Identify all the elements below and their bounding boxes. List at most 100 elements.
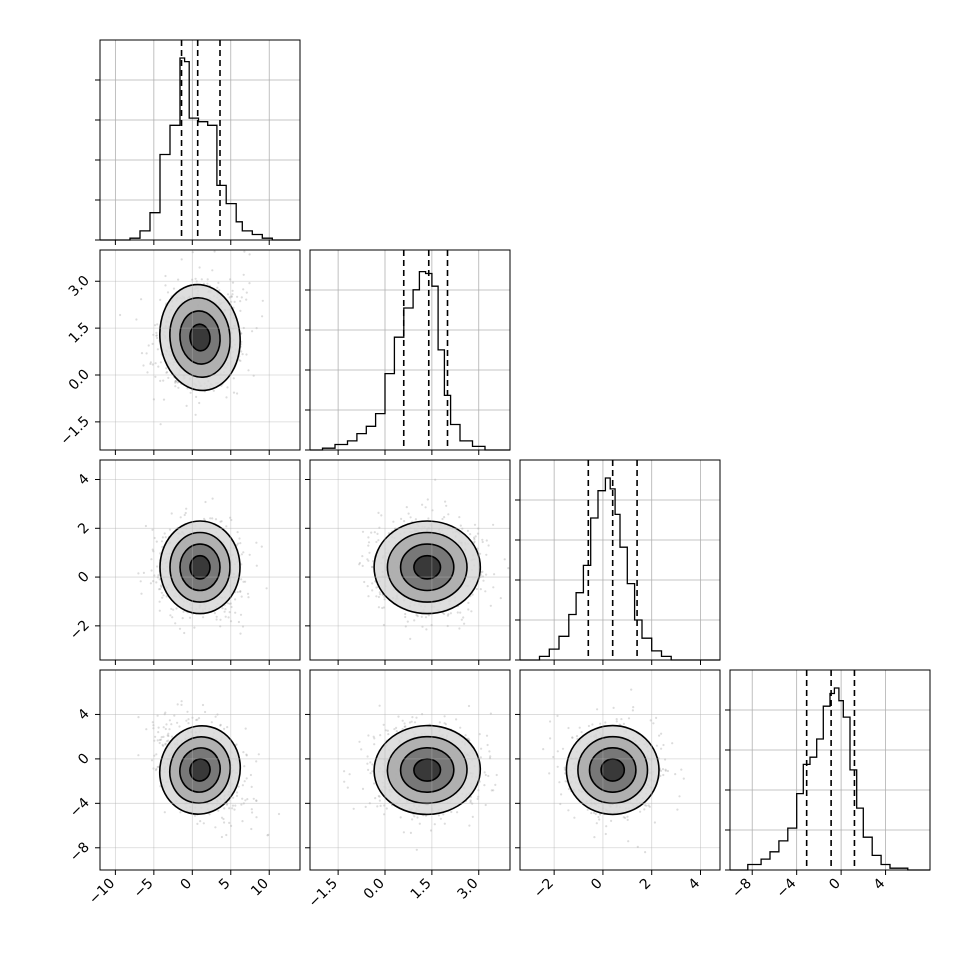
sample-point: [222, 817, 225, 821]
sample-point: [235, 794, 239, 798]
sample-point: [221, 607, 224, 610]
density-band: [413, 555, 441, 579]
sample-point: [240, 350, 243, 353]
sample-point: [371, 770, 374, 773]
sample-point: [242, 580, 245, 583]
sample-point: [204, 500, 207, 504]
sample-point: [424, 616, 428, 619]
hist-panel-4: [725, 669, 931, 875]
sample-point: [244, 580, 247, 583]
sample-point: [206, 278, 209, 281]
sample-point: [231, 804, 235, 807]
sample-point: [183, 631, 186, 635]
sample-point: [235, 743, 238, 746]
sample-point: [164, 284, 167, 287]
sample-point: [157, 365, 160, 368]
sample-point: [443, 516, 446, 519]
sample-point: [488, 750, 491, 753]
sample-point: [186, 710, 189, 713]
sample-point: [393, 728, 396, 731]
panel-frame: [309, 249, 511, 451]
sample-point: [176, 703, 179, 706]
sample-point: [238, 359, 241, 362]
sample-point: [140, 298, 143, 301]
sample-point: [203, 517, 206, 521]
sample-point: [459, 524, 462, 527]
sample-point: [370, 565, 374, 568]
sample-point: [243, 780, 246, 783]
sample-point: [680, 768, 683, 771]
sample-point: [444, 500, 447, 503]
sample-point: [442, 813, 445, 816]
sample-point: [399, 816, 402, 819]
sample-point: [211, 497, 214, 500]
sample-point: [489, 604, 492, 607]
sample-point: [241, 797, 244, 800]
sample-point: [237, 542, 240, 545]
hist-panel-1: [95, 39, 301, 245]
sample-point: [375, 540, 378, 544]
sample-point: [492, 789, 495, 792]
sample-point: [660, 732, 663, 735]
sample-point: [479, 756, 482, 759]
sample-point: [404, 615, 407, 619]
sample-point: [409, 637, 412, 641]
sample-point: [481, 570, 484, 573]
sample-point: [424, 506, 427, 509]
sample-point: [215, 615, 218, 618]
sample-point: [250, 827, 253, 831]
sample-point: [156, 765, 159, 769]
panel-content: [358, 478, 517, 641]
sample-point: [433, 823, 436, 826]
sample-point: [170, 607, 173, 611]
sample-point: [178, 725, 181, 728]
sample-point: [515, 543, 517, 545]
sample-point: [234, 804, 237, 807]
sample-point: [246, 592, 250, 595]
sample-point: [469, 801, 472, 804]
contour-line: [189, 554, 211, 580]
sample-point: [137, 572, 140, 575]
sample-point: [231, 289, 234, 292]
sample-point: [379, 734, 382, 737]
sample-point: [236, 590, 239, 594]
sample-point: [237, 785, 240, 788]
sample-point: [172, 608, 175, 611]
sample-point: [180, 703, 183, 707]
panel-frame: [729, 669, 931, 871]
sample-point: [162, 379, 165, 382]
sample-point: [421, 503, 424, 506]
sample-point: [418, 822, 421, 825]
sample-point: [164, 742, 167, 745]
sample-point: [366, 755, 369, 758]
sample-point: [483, 784, 486, 787]
sample-point: [632, 706, 635, 709]
sample-point: [170, 723, 173, 726]
sample-point: [376, 805, 379, 808]
sample-point: [214, 826, 217, 829]
sample-point: [240, 595, 243, 598]
sample-point: [373, 531, 376, 534]
sample-point: [367, 536, 370, 539]
sample-point: [346, 786, 349, 789]
sample-point: [378, 591, 381, 594]
sample-point: [198, 266, 201, 269]
sample-point: [348, 773, 351, 776]
sample-point: [462, 616, 465, 619]
hist-panel-3: [515, 459, 721, 665]
sample-point: [225, 396, 228, 399]
sample-point: [378, 799, 381, 802]
sample-point: [470, 610, 473, 613]
sample-point: [405, 506, 408, 509]
sample-point: [193, 626, 196, 629]
sample-point: [373, 782, 376, 785]
sample-point: [160, 591, 163, 594]
sample-point: [185, 719, 188, 722]
sample-point: [239, 300, 242, 303]
sample-point: [213, 250, 216, 253]
sample-point: [169, 614, 172, 617]
panel-frame: [99, 669, 301, 871]
sample-point: [241, 784, 244, 787]
sample-point: [404, 612, 407, 616]
sample-point: [467, 704, 471, 708]
